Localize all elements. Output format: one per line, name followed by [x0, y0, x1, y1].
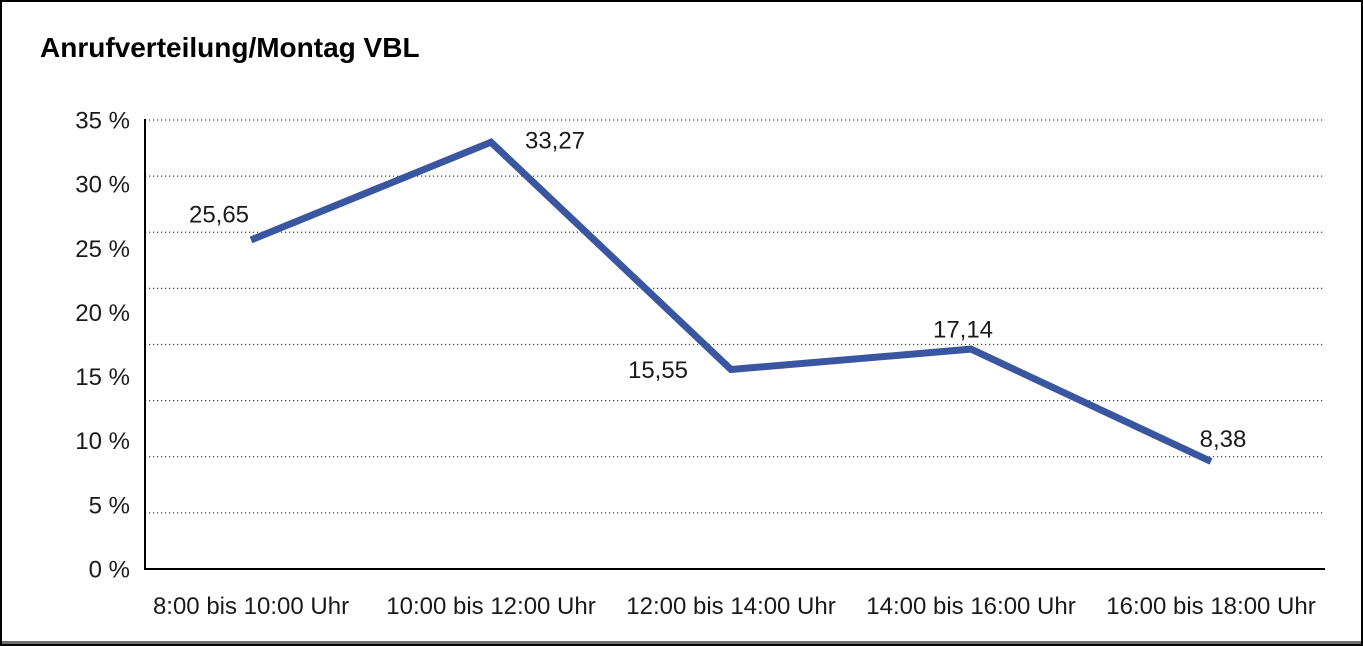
- x-category-label: 10:00 bis 12:00 Uhr: [386, 593, 595, 620]
- y-tick-label: 25 %: [75, 236, 130, 263]
- data-value-label: 17,14: [933, 317, 993, 344]
- data-value-label: 25,65: [189, 201, 249, 228]
- x-category-label: 12:00 bis 14:00 Uhr: [626, 593, 835, 620]
- y-tick-label: 10 %: [75, 428, 130, 455]
- x-category-label: 14:00 bis 16:00 Uhr: [866, 593, 1075, 620]
- chart-title: Anrufverteilung/Montag VBL: [40, 32, 420, 63]
- x-category-label: 16:00 bis 18:00 Uhr: [1106, 593, 1315, 620]
- y-tick-label: 35 %: [75, 108, 130, 135]
- data-value-label: 33,27: [525, 128, 585, 155]
- y-tick-label: 30 %: [75, 172, 130, 199]
- y-tick-label: 0 %: [89, 557, 130, 584]
- y-tick-label: 15 %: [75, 364, 130, 391]
- y-tick-label: 5 %: [89, 492, 130, 519]
- data-value-label: 8,38: [1200, 426, 1247, 453]
- window-bottom-edge: [2, 641, 1361, 644]
- data-series-line: [249, 138, 1213, 465]
- x-category-label: 8:00 bis 10:00 Uhr: [153, 593, 349, 620]
- y-tick-label: 20 %: [75, 300, 130, 327]
- data-value-label: 15,55: [628, 357, 688, 384]
